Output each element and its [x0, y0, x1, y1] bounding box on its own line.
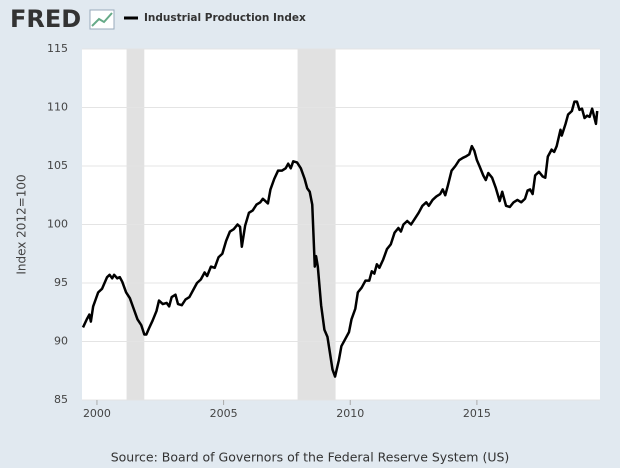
y-tick-label: 105 — [47, 159, 68, 172]
y-tick-label: 100 — [47, 218, 68, 231]
y-tick-label: 110 — [47, 101, 68, 114]
y-tick-label: 95 — [54, 276, 68, 289]
y-tick-label: 85 — [54, 393, 68, 406]
x-tick-label: 2015 — [463, 407, 491, 420]
series-line — [81, 100, 599, 378]
x-tick-label: 2000 — [83, 407, 111, 420]
source: Source: Board of Governors of the Federa… — [111, 450, 510, 465]
y-axis-label: Index 2012=100 — [15, 174, 29, 274]
y-tick-label: 115 — [47, 42, 68, 55]
x-tick-label: 2010 — [336, 407, 364, 420]
legend-label: Industrial Production Index — [144, 12, 306, 24]
y-tick-label: 90 — [54, 335, 68, 348]
x-tick-label: 2005 — [210, 407, 238, 420]
logo: FRED — [10, 5, 81, 33]
logo-icon — [89, 9, 115, 30]
